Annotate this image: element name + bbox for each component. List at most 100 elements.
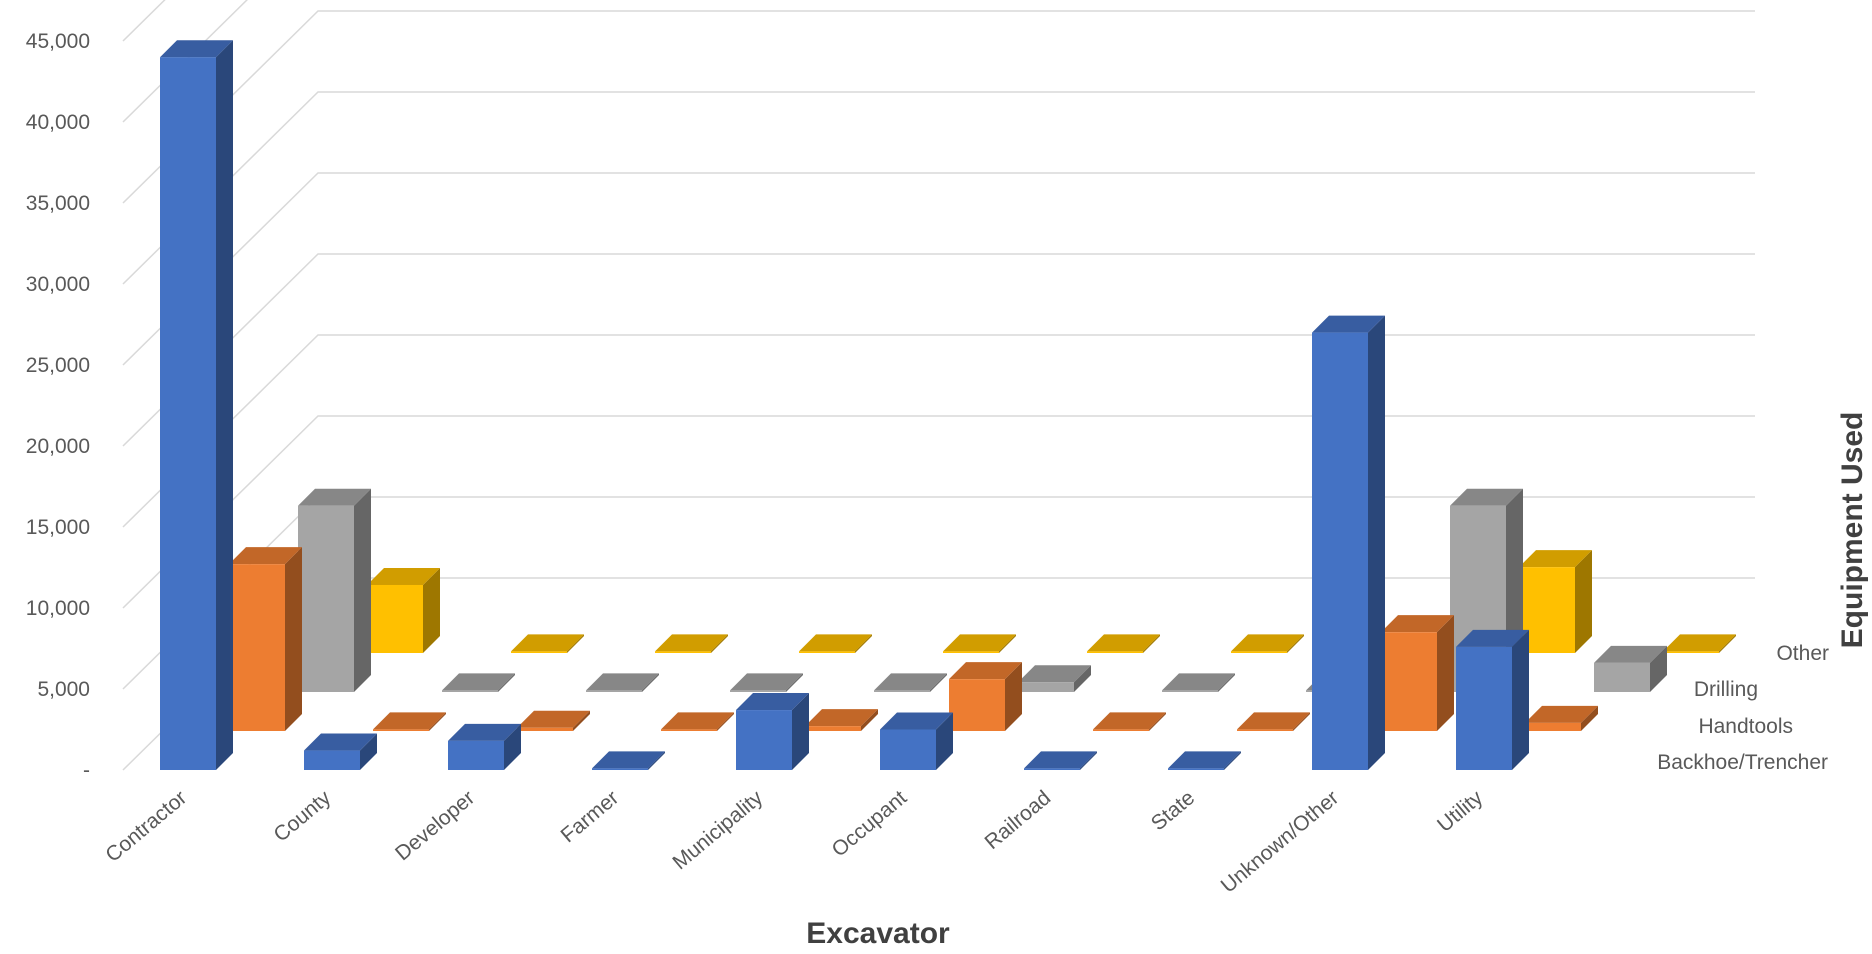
bar-side-face xyxy=(1368,315,1385,770)
bar-top-face xyxy=(448,723,521,741)
bar-side-face xyxy=(285,547,302,731)
bar-top-face xyxy=(1231,634,1304,652)
bar-top-face xyxy=(943,634,1016,652)
bar-front-face xyxy=(730,690,786,692)
y-tick-label: 45,000 xyxy=(26,30,90,53)
bar-side-face xyxy=(1650,645,1667,692)
bar-backhoe-trencher-utility xyxy=(1456,629,1529,770)
bar-side-face xyxy=(642,673,659,692)
bar-front-face xyxy=(367,584,423,653)
bar-front-face xyxy=(943,651,999,653)
bar-front-face xyxy=(1594,662,1650,692)
y-axis-ticks: - 5,000 10,000 15,000 20,000 25,000 30,000 35,0… xyxy=(26,30,90,782)
bar-side-face xyxy=(1224,751,1241,770)
bar-backhoe-trencher-occupant xyxy=(880,712,953,770)
bar-side-face xyxy=(216,40,233,770)
y-tick-label: 40,000 xyxy=(26,111,90,134)
bar-handtools-utility xyxy=(1525,705,1598,731)
bar-top-face xyxy=(1663,634,1736,652)
bar-handtools-occupant xyxy=(949,662,1022,731)
bar-handtools-county xyxy=(373,712,446,731)
bar-front-face xyxy=(586,690,642,692)
category-label: Utility xyxy=(1433,786,1487,837)
gridline xyxy=(122,10,1755,204)
bar-top-face xyxy=(1519,550,1592,568)
bar-top-face xyxy=(511,634,584,652)
bar-top-face xyxy=(1093,712,1166,730)
bar-front-face xyxy=(874,690,930,692)
bar-front-face xyxy=(1525,722,1581,731)
bar-side-face xyxy=(855,634,872,653)
gridline xyxy=(122,0,248,123)
bar-side-face xyxy=(354,488,371,692)
bar-top-face xyxy=(229,547,302,565)
bar-front-face xyxy=(1231,651,1287,653)
bar-front-face xyxy=(517,727,573,731)
bar-front-face xyxy=(1093,729,1149,731)
bar-handtools-municipality xyxy=(805,709,878,731)
bar-other-unknown-other xyxy=(1519,550,1592,653)
bar-other-county xyxy=(511,634,584,653)
bar-top-face xyxy=(298,488,371,506)
bar-top-face xyxy=(730,673,803,691)
x-axis-title: Excavator xyxy=(806,917,950,950)
bar-side-face xyxy=(1575,550,1592,653)
bar-top-face xyxy=(736,693,809,711)
bar-front-face xyxy=(448,740,504,770)
bar-handtools-state xyxy=(1237,712,1310,731)
bar-front-face xyxy=(1168,768,1224,770)
bar-front-face xyxy=(799,651,855,653)
bar-top-face xyxy=(799,634,872,652)
bar-front-face xyxy=(655,651,711,653)
bar-other-farmer xyxy=(799,634,872,653)
bar-front-face xyxy=(1312,332,1368,770)
bar-front-face xyxy=(373,729,429,731)
bar-side-face xyxy=(1218,673,1235,692)
bar-side-face xyxy=(930,673,947,692)
bar-front-face xyxy=(1018,682,1074,692)
bar-top-face xyxy=(1162,673,1235,691)
bar-front-face xyxy=(229,564,285,731)
bar-side-face xyxy=(1512,629,1529,770)
bar-top-face xyxy=(874,673,947,691)
y-tick-label: 35,000 xyxy=(26,192,90,215)
bar-front-face xyxy=(442,690,498,692)
gridline xyxy=(122,172,1755,366)
bar-side-face xyxy=(504,723,521,770)
bar-other-municipality xyxy=(943,634,1016,653)
bar-front-face xyxy=(880,729,936,770)
bar-front-face xyxy=(1663,651,1719,653)
category-label: Developer xyxy=(391,786,479,865)
bar-handtools-railroad xyxy=(1093,712,1166,731)
category-label: Contractor xyxy=(101,786,191,867)
bar-top-face xyxy=(1237,712,1310,730)
bar-top-face xyxy=(367,567,440,585)
bar-side-face xyxy=(936,712,953,770)
bar-side-face xyxy=(999,634,1016,653)
bar-top-face xyxy=(1450,488,1523,506)
bar-front-face xyxy=(1381,632,1437,731)
bar-front-face xyxy=(805,726,861,731)
gridline xyxy=(122,91,1755,285)
category-label: Occupant xyxy=(828,786,912,862)
bar-top-face xyxy=(1018,665,1091,683)
bar-backhoe-trencher-unknown-other xyxy=(1312,315,1385,770)
bar-side-face xyxy=(429,712,446,731)
bar-top-face xyxy=(1312,315,1385,333)
bar-front-face xyxy=(592,768,648,770)
bar-side-face xyxy=(1149,712,1166,731)
bar-other-contractor xyxy=(367,567,440,653)
bar-side-face xyxy=(423,567,440,653)
bar-top-face xyxy=(160,40,233,58)
bars xyxy=(160,40,1736,770)
bar-top-face xyxy=(805,709,878,727)
bar-top-face xyxy=(373,712,446,730)
bar-side-face xyxy=(1719,634,1736,653)
y-tick-label: 10,000 xyxy=(26,597,90,620)
bar-backhoe-trencher-county xyxy=(304,733,377,770)
bar-top-face xyxy=(442,673,515,691)
bar-side-face xyxy=(786,673,803,692)
bar-front-face xyxy=(1162,690,1218,692)
bar-top-face xyxy=(1525,705,1598,723)
